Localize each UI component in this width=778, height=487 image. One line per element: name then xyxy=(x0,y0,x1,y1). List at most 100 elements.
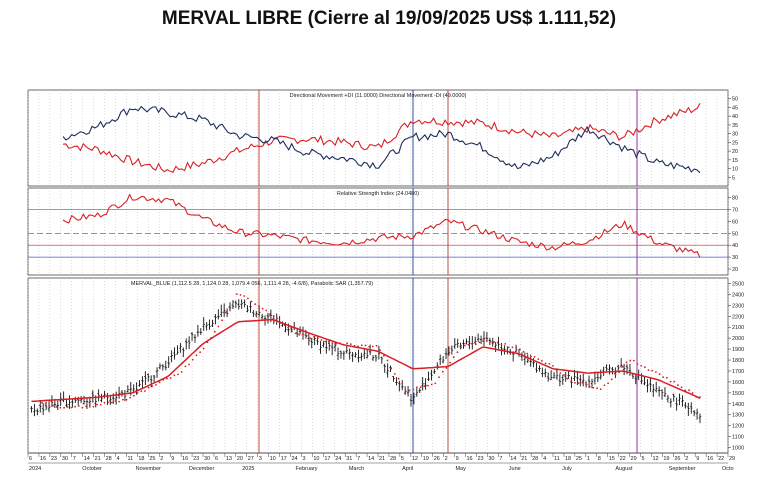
sar-dot xyxy=(552,365,554,367)
sar-dot xyxy=(298,333,301,336)
sar-dot xyxy=(188,363,190,366)
x-day-label: 29 xyxy=(729,456,735,462)
sar-dot xyxy=(338,342,341,345)
sar-dot xyxy=(48,405,51,407)
sar-dot xyxy=(195,354,198,357)
y-tick-label: 1800 xyxy=(732,358,744,364)
x-month-label: 2025 xyxy=(242,466,254,472)
sar-dot xyxy=(272,315,275,318)
x-day-label: 7 xyxy=(357,456,360,462)
x-day-label: 15 xyxy=(609,456,615,462)
sar-dot xyxy=(206,341,209,344)
sar-dot xyxy=(364,344,367,347)
y-tick-label: 1400 xyxy=(732,402,744,408)
sar-dot xyxy=(669,380,672,383)
x-day-label: 4 xyxy=(543,456,546,462)
sar-dot xyxy=(603,384,606,387)
sar-dot xyxy=(265,309,268,312)
x-month-label: March xyxy=(349,466,364,472)
price-panel-title: MERVAL_BLUE (1,112.5 28, 1,124.0 28, 1,0… xyxy=(131,281,373,287)
sar-dot xyxy=(210,337,213,339)
y-tick-label: 10 xyxy=(732,167,738,173)
sar-dot xyxy=(434,382,437,385)
x-day-label: 14 xyxy=(84,456,90,462)
sar-dot xyxy=(478,341,481,344)
y-tick-label: 2000 xyxy=(732,336,744,342)
sar-dot xyxy=(655,371,657,373)
sar-dot xyxy=(371,345,374,348)
sar-dot xyxy=(515,346,518,349)
sar-dot xyxy=(327,341,330,343)
x-day-label: 22 xyxy=(620,456,626,462)
minus-di-line xyxy=(62,105,701,174)
x-day-label: 18 xyxy=(565,456,571,462)
sar-dot xyxy=(133,394,135,397)
sar-dot xyxy=(621,365,624,368)
sar-dot xyxy=(228,306,231,309)
sar-dot xyxy=(408,389,411,392)
sar-dot xyxy=(136,392,139,394)
sar-dot xyxy=(570,380,573,382)
sar-dot xyxy=(346,342,348,345)
sar-dot xyxy=(302,333,304,336)
x-day-label: 21 xyxy=(521,456,527,462)
x-day-label: 1 xyxy=(587,456,590,462)
sar-dot xyxy=(651,369,654,372)
x-day-label: 8 xyxy=(598,456,601,462)
sar-dot xyxy=(581,381,584,384)
sar-dot xyxy=(254,303,257,305)
sar-dot xyxy=(430,383,433,386)
x-day-label: 27 xyxy=(248,456,254,462)
sar-dot xyxy=(283,324,286,327)
y-tick-label: 30 xyxy=(732,132,738,138)
sar-dot xyxy=(496,341,499,344)
x-day-label: 2 xyxy=(685,456,688,462)
sar-dot xyxy=(610,378,613,381)
sar-dot xyxy=(287,326,290,329)
sar-dot xyxy=(460,346,462,349)
sar-dot xyxy=(401,382,404,385)
sar-dot xyxy=(386,359,389,362)
x-day-label: 28 xyxy=(390,456,396,462)
x-day-label: 22 xyxy=(718,456,724,462)
sar-dot xyxy=(577,382,580,384)
sar-dot xyxy=(658,373,661,376)
sar-dot xyxy=(456,351,459,354)
x-day-label: 28 xyxy=(106,456,112,462)
sar-dot xyxy=(559,372,562,374)
y-tick-label: 40 xyxy=(732,243,738,249)
sar-dot xyxy=(452,356,455,359)
sar-dot xyxy=(677,384,679,387)
sar-dot xyxy=(592,386,595,389)
x-day-label: 23 xyxy=(193,456,199,462)
sar-dot xyxy=(471,342,473,345)
x-day-label: 10 xyxy=(313,456,319,462)
sar-dot xyxy=(202,347,205,350)
x-day-label: 5 xyxy=(642,456,645,462)
y-tick-label: 45 xyxy=(732,105,738,111)
sar-dot xyxy=(541,360,543,362)
y-tick-label: 1000 xyxy=(732,446,744,452)
x-day-label: 7 xyxy=(73,456,76,462)
x-day-label: 21 xyxy=(95,456,101,462)
y-tick-label: 50 xyxy=(732,97,738,103)
sar-dot xyxy=(320,339,323,341)
y-tick-label: 80 xyxy=(732,196,738,202)
sar-dot xyxy=(522,350,525,353)
x-month-label: October xyxy=(82,466,102,472)
x-day-label: 9 xyxy=(696,456,699,462)
sar-dot xyxy=(511,346,514,349)
sar-dot xyxy=(44,403,47,405)
sar-dot xyxy=(103,402,106,404)
sar-dot xyxy=(397,377,400,380)
sar-dot xyxy=(77,405,80,407)
sar-dot xyxy=(368,345,371,348)
sar-dot xyxy=(151,385,154,387)
x-month-label: May xyxy=(455,466,466,472)
sar-dot xyxy=(467,343,470,346)
sar-dot xyxy=(618,371,620,374)
x-day-label: 10 xyxy=(270,456,276,462)
sar-dot xyxy=(96,403,98,406)
x-day-label: 19 xyxy=(423,456,429,462)
